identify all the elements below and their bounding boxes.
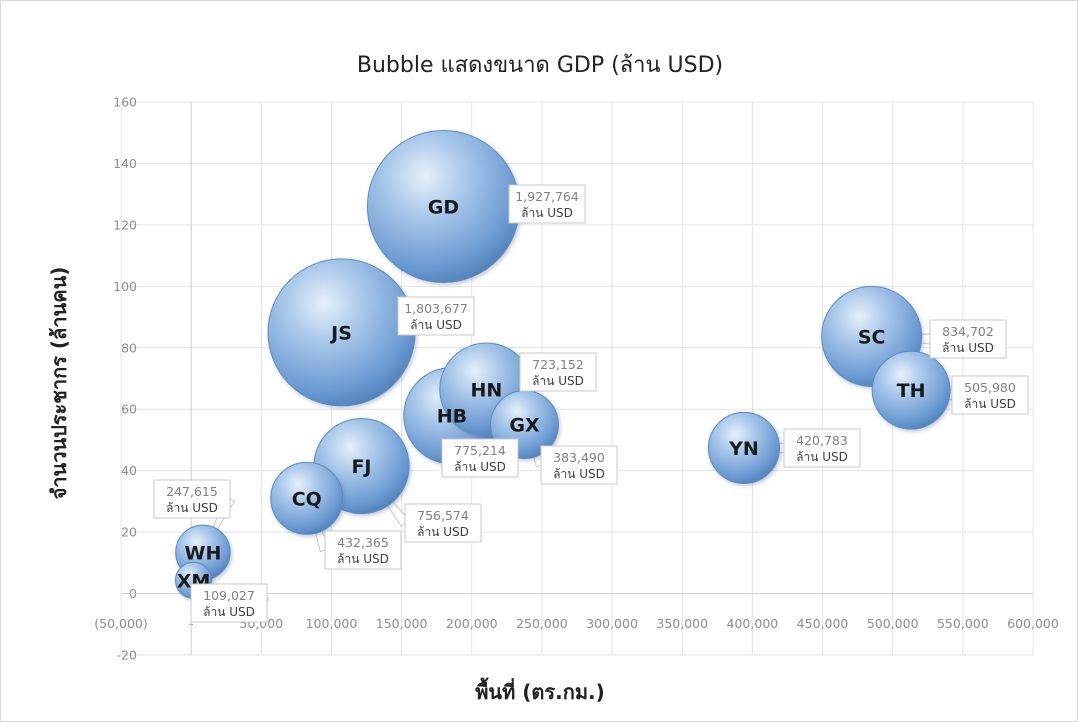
callout-value-wh: 247,615 <box>166 484 218 499</box>
bubble-label-gd: GD <box>428 196 459 218</box>
bubble-th <box>871 350 951 430</box>
callout-box-wh <box>153 479 231 519</box>
y-tick-label: 140 <box>113 156 137 171</box>
callout-box-yn <box>783 428 861 468</box>
bubble-label-gx: GX <box>509 415 540 437</box>
y-tick-label: 40 <box>121 463 137 478</box>
x-tick-label: (50,000) <box>94 616 148 631</box>
callout-unit-fj: ล้าน USD <box>417 525 469 539</box>
x-tick-label: 300,000 <box>586 616 638 631</box>
bubble-label-wh: WH <box>185 542 222 564</box>
x-tick-label: 200,000 <box>446 616 498 631</box>
callout-unit-js: ล้าน USD <box>410 318 462 332</box>
bubble-yn <box>707 411 780 484</box>
bubble-cq <box>270 461 344 535</box>
callout-value-xm: 109,027 <box>203 588 255 603</box>
x-tick-label: 400,000 <box>727 616 779 631</box>
x-tick-label: 500,000 <box>867 616 919 631</box>
x-tick-label: 100,000 <box>306 616 358 631</box>
y-tick-label: 80 <box>121 340 137 355</box>
callout-value-yn: 420,783 <box>796 433 848 448</box>
y-tick-label: 120 <box>113 217 137 232</box>
bubble-label-th: TH <box>897 380 926 402</box>
x-tick-label: 550,000 <box>937 616 989 631</box>
bubble-label-hn: HN <box>470 380 502 402</box>
callout-unit-cq: ล้าน USD <box>337 552 389 566</box>
callout-box-sc <box>929 319 1007 359</box>
x-tick-label: 600,000 <box>1007 616 1059 631</box>
callout-unit-wh: ล้าน USD <box>166 501 218 515</box>
callout-value-sc: 834,702 <box>942 324 994 339</box>
x-axis-title: พื้นที่ (ตร.กม.) <box>475 680 605 704</box>
y-tick-label: 20 <box>121 525 137 540</box>
x-tick-label: 250,000 <box>516 616 568 631</box>
callout-value-gd: 1,927,764 <box>515 189 579 204</box>
callout-unit-xm: ล้าน USD <box>203 605 255 619</box>
x-tick-label: 450,000 <box>797 616 849 631</box>
callout-unit-hb: ล้าน USD <box>454 460 506 474</box>
callout-value-gx: 383,490 <box>553 450 605 465</box>
chart-title: Bubble แสดงขนาด GDP (ล้าน USD) <box>356 53 724 78</box>
callout-box-th <box>951 375 1029 415</box>
bubble-label-fj: FJ <box>351 456 371 478</box>
callout-box-js <box>397 296 475 336</box>
callout-box-xm <box>190 583 268 623</box>
callout-value-hb: 775,214 <box>454 443 506 458</box>
callout-unit-gx: ล้าน USD <box>553 467 605 481</box>
callout-box-hb <box>441 438 519 478</box>
callout-unit-th: ล้าน USD <box>964 397 1016 411</box>
callout-value-cq: 432,365 <box>337 535 389 550</box>
callout-value-hn: 723,152 <box>532 357 584 372</box>
callout-unit-hn: ล้าน USD <box>532 374 584 388</box>
y-tick-label: 60 <box>121 402 137 417</box>
callout-value-fj: 756,574 <box>417 508 469 523</box>
callout-value-js: 1,803,677 <box>404 301 468 316</box>
bubble-label-sc: SC <box>858 326 886 348</box>
y-tick-label: 160 <box>113 95 137 110</box>
bubble-label-yn: YN <box>728 438 759 460</box>
bubble-label-cq: CQ <box>292 488 322 510</box>
y-tick-label: -20 <box>117 648 137 663</box>
callout-box-gx <box>540 445 618 485</box>
callout-box-gd <box>508 184 586 224</box>
callout-unit-yn: ล้าน USD <box>796 450 848 464</box>
callout-value-th: 505,980 <box>964 380 1016 395</box>
x-tick-label: 150,000 <box>376 616 428 631</box>
callout-unit-sc: ล้าน USD <box>942 341 994 355</box>
callout-box-hn <box>519 352 597 392</box>
callout-box-cq <box>324 530 402 570</box>
y-tick-label: 100 <box>113 279 137 294</box>
callout-box-fj <box>404 503 482 543</box>
callout-unit-gd: ล้าน USD <box>521 206 573 220</box>
x-tick-label: 350,000 <box>656 616 708 631</box>
bubble-label-js: JS <box>329 322 352 344</box>
bubble-label-hb: HB <box>437 406 467 428</box>
